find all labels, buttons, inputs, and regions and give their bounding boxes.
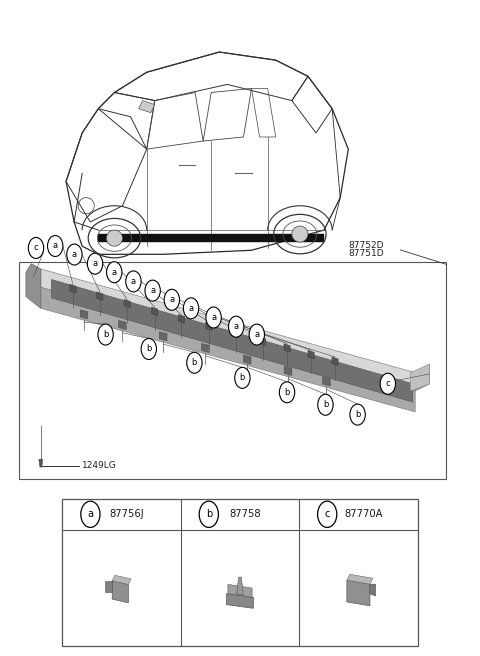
- Polygon shape: [243, 355, 251, 364]
- Polygon shape: [232, 329, 239, 338]
- Text: 87752D: 87752D: [348, 241, 384, 251]
- Polygon shape: [119, 320, 126, 329]
- Circle shape: [350, 404, 365, 425]
- Text: a: a: [189, 304, 193, 313]
- Text: b: b: [103, 330, 108, 339]
- Circle shape: [292, 226, 308, 242]
- Circle shape: [318, 394, 333, 415]
- Polygon shape: [159, 332, 167, 341]
- Text: 87756J: 87756J: [109, 509, 144, 520]
- Polygon shape: [124, 299, 131, 308]
- Circle shape: [107, 230, 122, 246]
- Polygon shape: [347, 580, 370, 606]
- Polygon shape: [112, 581, 128, 603]
- Polygon shape: [323, 377, 330, 386]
- Text: b: b: [146, 344, 152, 354]
- Circle shape: [318, 501, 337, 527]
- Polygon shape: [106, 581, 112, 592]
- Polygon shape: [415, 364, 430, 391]
- Text: 87751D: 87751D: [348, 249, 384, 258]
- Circle shape: [28, 237, 44, 258]
- Text: a: a: [112, 268, 117, 277]
- Circle shape: [126, 271, 141, 292]
- Circle shape: [98, 324, 113, 345]
- Text: b: b: [205, 509, 212, 520]
- Text: a: a: [234, 322, 239, 331]
- Circle shape: [48, 236, 63, 256]
- Text: b: b: [240, 373, 245, 382]
- Text: c: c: [34, 243, 38, 253]
- Polygon shape: [228, 584, 252, 597]
- Polygon shape: [41, 269, 415, 391]
- Polygon shape: [332, 357, 338, 365]
- Polygon shape: [41, 287, 415, 412]
- Polygon shape: [284, 344, 290, 352]
- Circle shape: [249, 324, 264, 345]
- Text: a: a: [87, 509, 94, 520]
- Text: a: a: [72, 250, 77, 259]
- Polygon shape: [284, 366, 292, 375]
- Circle shape: [279, 382, 295, 403]
- Circle shape: [87, 253, 103, 274]
- Polygon shape: [80, 310, 88, 319]
- Text: a: a: [150, 286, 155, 295]
- Circle shape: [235, 367, 250, 388]
- Polygon shape: [39, 459, 43, 467]
- Circle shape: [206, 307, 221, 328]
- Text: 1249LG: 1249LG: [82, 461, 116, 470]
- Circle shape: [187, 352, 202, 373]
- Polygon shape: [308, 350, 314, 359]
- Circle shape: [199, 501, 218, 527]
- Polygon shape: [112, 575, 131, 584]
- Polygon shape: [347, 575, 373, 584]
- Circle shape: [141, 338, 156, 359]
- Text: 87770A: 87770A: [344, 509, 383, 520]
- Text: b: b: [323, 400, 328, 409]
- Polygon shape: [70, 285, 76, 293]
- Polygon shape: [202, 343, 209, 352]
- Text: a: a: [93, 259, 97, 268]
- Text: b: b: [284, 388, 290, 397]
- Polygon shape: [96, 292, 103, 300]
- Circle shape: [228, 316, 244, 337]
- Polygon shape: [139, 100, 155, 113]
- Circle shape: [145, 280, 160, 301]
- Circle shape: [183, 298, 199, 319]
- Text: a: a: [169, 295, 174, 304]
- Polygon shape: [51, 279, 413, 402]
- Circle shape: [81, 501, 100, 527]
- Polygon shape: [227, 594, 253, 608]
- Polygon shape: [410, 364, 430, 391]
- Polygon shape: [237, 577, 243, 596]
- Polygon shape: [179, 314, 184, 323]
- Text: b: b: [355, 410, 360, 419]
- Text: 87758: 87758: [229, 509, 261, 520]
- Polygon shape: [260, 337, 266, 346]
- Text: c: c: [324, 509, 330, 520]
- Polygon shape: [26, 264, 41, 308]
- Text: c: c: [385, 379, 390, 388]
- Polygon shape: [98, 234, 324, 242]
- Text: a: a: [53, 241, 58, 251]
- Circle shape: [67, 244, 82, 265]
- Polygon shape: [152, 307, 157, 316]
- Polygon shape: [205, 322, 212, 331]
- Text: a: a: [131, 277, 136, 286]
- Circle shape: [380, 373, 396, 394]
- Text: a: a: [211, 313, 216, 322]
- Polygon shape: [370, 584, 376, 596]
- Text: a: a: [254, 330, 259, 339]
- Circle shape: [107, 262, 122, 283]
- Text: b: b: [192, 358, 197, 367]
- Circle shape: [164, 289, 180, 310]
